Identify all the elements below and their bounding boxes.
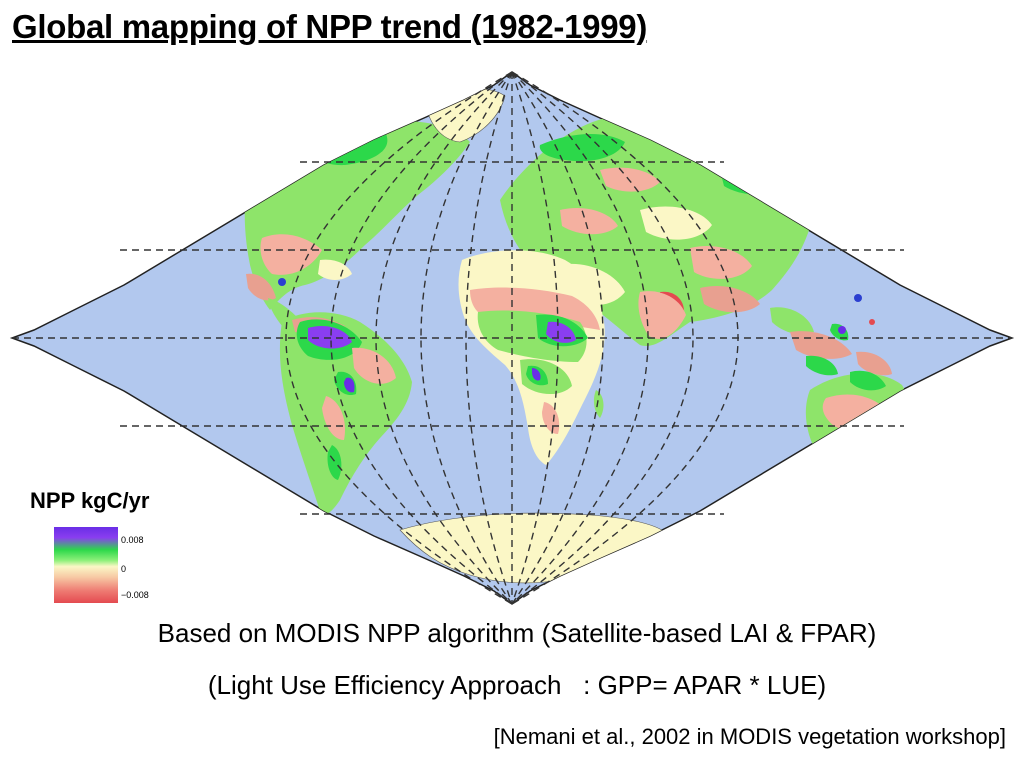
citation: [Nemani et al., 2002 in MODIS vegetation… xyxy=(493,724,1006,749)
legend-zero-label: 0 xyxy=(121,564,127,574)
legend-min-label: −0.008 xyxy=(121,590,149,600)
caption-line-2: (Light Use Efficiency Approach : GPP= AP… xyxy=(207,670,827,700)
caption-line-1: Based on MODIS NPP algorithm (Satellite-… xyxy=(157,618,877,648)
continent-africa xyxy=(458,250,605,465)
legend-max-label: 0.008 xyxy=(121,535,144,545)
npp-trend-world-map xyxy=(0,60,1024,620)
page-title: Global mapping of NPP trend (1982-1999) xyxy=(12,8,648,45)
new-zealand xyxy=(909,446,920,470)
legend-title: NPP kgC/yr xyxy=(30,488,150,513)
legend-color-bar xyxy=(54,527,118,603)
graticule xyxy=(12,71,1012,605)
antarctica xyxy=(399,512,669,584)
